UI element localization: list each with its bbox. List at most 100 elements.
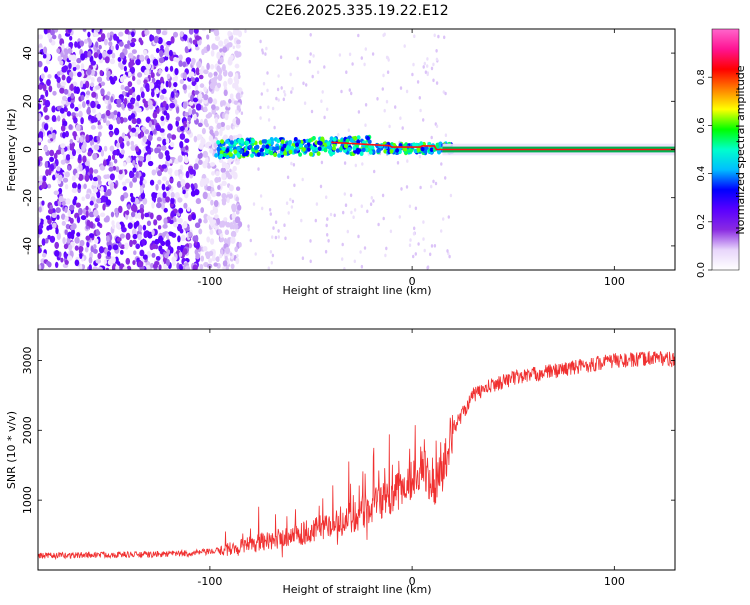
spectrogram-cell bbox=[213, 142, 218, 149]
spectrogram-cell bbox=[426, 265, 430, 270]
spectrogram-cell bbox=[385, 55, 389, 60]
spectrogram-cell bbox=[190, 183, 195, 189]
spectrogram-cell bbox=[73, 196, 78, 201]
spectrogram-cell bbox=[157, 179, 162, 185]
spectrogram-cell bbox=[206, 236, 211, 243]
spectrogram-cell bbox=[97, 124, 103, 130]
spectrogram-cell bbox=[40, 184, 45, 190]
spectrogram-cell bbox=[118, 31, 124, 37]
spectrogram-cell bbox=[105, 109, 111, 117]
spectrogram-cell bbox=[108, 166, 114, 172]
spectrogram-cell bbox=[222, 152, 227, 158]
spectrogram-cell bbox=[401, 126, 404, 130]
spectrogram-cell bbox=[165, 233, 170, 240]
spectrogram-cell bbox=[386, 70, 390, 74]
spectrogram-cell bbox=[218, 229, 222, 234]
spectrogram-cell bbox=[176, 180, 182, 188]
spectrogram-cell bbox=[71, 175, 76, 182]
spectrogram-cell bbox=[175, 92, 179, 98]
spectrogram-cell bbox=[320, 160, 324, 165]
spectrogram-cell bbox=[130, 98, 135, 105]
spectrogram-cell bbox=[171, 134, 177, 140]
spectrogram-cell bbox=[221, 192, 227, 199]
spectrogram-cell bbox=[130, 211, 136, 218]
spectrogram-cell bbox=[173, 99, 178, 106]
spectrogram-cell bbox=[262, 139, 267, 144]
spectrogram-cell bbox=[42, 53, 47, 59]
spectrogram-cell bbox=[51, 222, 57, 229]
spectrogram-cell bbox=[42, 175, 47, 182]
spectrogram-cell bbox=[165, 239, 171, 247]
spectrogram-cell bbox=[175, 106, 180, 114]
spectrogram-cell bbox=[151, 201, 155, 209]
spectrogram-cell bbox=[229, 140, 234, 145]
spectrogram-cell bbox=[158, 152, 164, 160]
spectrogram-cell bbox=[120, 194, 125, 202]
spectrogram-cell bbox=[75, 123, 81, 132]
spectrogram-cell bbox=[129, 239, 133, 248]
spectrogram-cell bbox=[201, 29, 207, 32]
spectrogram-cell bbox=[218, 253, 223, 259]
spectrogram-cell bbox=[261, 144, 266, 149]
spectrogram-cell bbox=[64, 259, 69, 265]
spectrogram-cell bbox=[214, 106, 220, 111]
spectrogram-cell bbox=[97, 37, 103, 43]
spectrogram-cell bbox=[43, 218, 47, 227]
spectrogram-cell bbox=[277, 235, 280, 239]
spectrogram-cell bbox=[94, 238, 99, 244]
spectrogram-cell bbox=[70, 83, 74, 92]
spectrogram-cell bbox=[110, 211, 115, 218]
spectrogram-cell bbox=[115, 264, 120, 270]
spectrogram-cell bbox=[82, 83, 87, 90]
spectrogram-cell bbox=[346, 229, 349, 234]
spectrogram-cell bbox=[83, 39, 88, 44]
spectrogram-cell bbox=[412, 62, 415, 67]
spectrogram-cell bbox=[161, 88, 167, 95]
spectrogram-cell bbox=[208, 135, 214, 142]
spectrogram-cell bbox=[68, 71, 74, 78]
spectrogram-cell bbox=[165, 186, 170, 191]
snr-frame bbox=[37, 328, 676, 571]
spectrogram-cell bbox=[161, 30, 168, 36]
spectrogram-cell bbox=[67, 29, 72, 33]
spectrogram-cell bbox=[408, 204, 412, 209]
spectrogram-cell bbox=[185, 265, 190, 270]
spectrogram-cell bbox=[124, 44, 130, 49]
spectrogram-cell bbox=[53, 190, 60, 196]
spectrogram-cell bbox=[138, 160, 143, 168]
spectrogram-cell bbox=[219, 153, 224, 159]
spectrogram-cell bbox=[184, 182, 191, 190]
spectrogram-cell bbox=[290, 90, 293, 94]
spectrogram-cell bbox=[326, 233, 329, 237]
spectrogram-cell bbox=[150, 35, 155, 41]
spectrogram-cell bbox=[94, 203, 99, 209]
spectrogram-cell bbox=[237, 30, 243, 38]
spectrogram-cell bbox=[123, 97, 128, 105]
spectrogram-cell bbox=[118, 136, 123, 144]
spectrogram-cell bbox=[234, 83, 239, 91]
spectrogram-cell bbox=[341, 257, 344, 261]
spectrogram-cell bbox=[194, 35, 201, 41]
spectrogram-cell bbox=[79, 80, 84, 88]
spectrogram-cell bbox=[56, 76, 61, 84]
spectrogram-cell bbox=[38, 34, 43, 40]
spectrogram-cell bbox=[140, 91, 145, 99]
spectrogram-cell bbox=[197, 122, 203, 128]
spectrogram-cell bbox=[136, 95, 141, 102]
spectrogram-cell bbox=[262, 81, 266, 86]
spectrogram-cell bbox=[140, 130, 144, 138]
spectrogram-cell bbox=[442, 217, 445, 221]
spectrogram-cell bbox=[261, 206, 264, 211]
spectrogram-cell bbox=[92, 266, 98, 270]
spectrogram-cell bbox=[235, 44, 241, 49]
spectrogram-line-core bbox=[331, 141, 675, 151]
spectrogram-cell bbox=[324, 249, 328, 254]
spectrogram-cell bbox=[118, 173, 124, 181]
spectrogram-cell bbox=[165, 112, 170, 121]
spectrogram-cell bbox=[131, 49, 137, 55]
spectrogram-cell bbox=[388, 124, 391, 129]
spectrogram-cell bbox=[96, 76, 103, 83]
spectrogram-cell bbox=[350, 210, 353, 215]
spectrogram-cell bbox=[413, 34, 416, 38]
spectrogram-cell bbox=[148, 120, 153, 128]
